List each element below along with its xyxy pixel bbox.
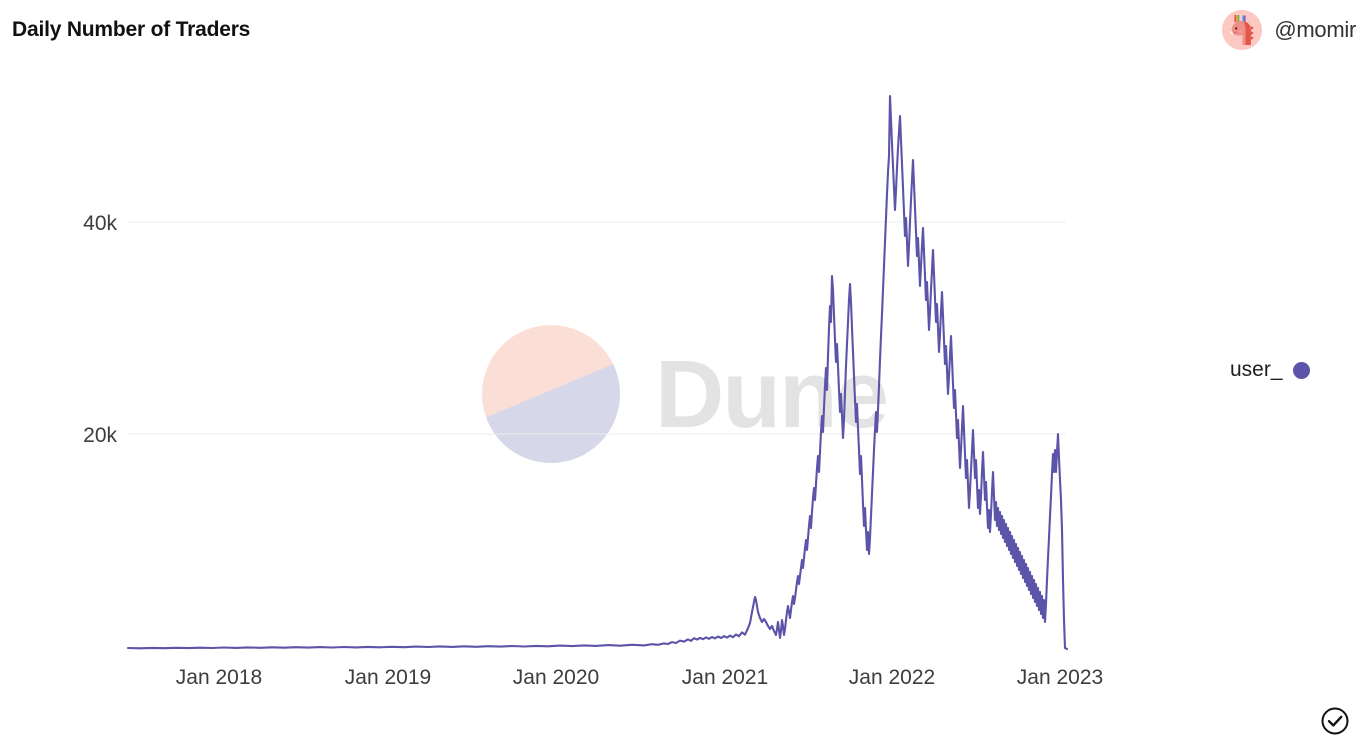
xtick-label-0: Jan 2018 <box>176 666 262 689</box>
author-block[interactable]: @momir <box>1222 10 1356 50</box>
ytick-label-40k: 40k <box>83 212 117 235</box>
dune-watermark: Dune <box>482 325 889 463</box>
chart-svg: Dune 40k 20k Jan 2018 Jan 2019 Jan 2020 … <box>83 94 1103 689</box>
page-title: Daily Number of Traders <box>12 18 251 41</box>
legend-item-label: user_ <box>1230 358 1283 381</box>
ytick-label-20k: 20k <box>83 424 117 447</box>
xtick-label-1: Jan 2019 <box>345 666 431 689</box>
xtick-label-4: Jan 2022 <box>849 666 935 689</box>
check-circle-icon[interactable] <box>1320 706 1350 736</box>
chart-legend[interactable]: user_ <box>1230 358 1310 382</box>
xtick-label-3: Jan 2021 <box>682 666 768 689</box>
series-line-user <box>126 94 1069 651</box>
xtick-label-2: Jan 2020 <box>513 666 599 689</box>
watermark-label: Dune <box>655 341 887 448</box>
llama-avatar-icon <box>1222 10 1263 50</box>
chart-header: Daily Number of Traders <box>0 0 1366 60</box>
legend-color-swatch <box>1292 361 1310 379</box>
chart-plot-area: Dune 40k 20k Jan 2018 Jan 2019 Jan 2020 … <box>0 60 1366 748</box>
author-handle[interactable]: @momir <box>1274 17 1356 42</box>
xtick-label-5: Jan 2023 <box>1017 666 1103 689</box>
